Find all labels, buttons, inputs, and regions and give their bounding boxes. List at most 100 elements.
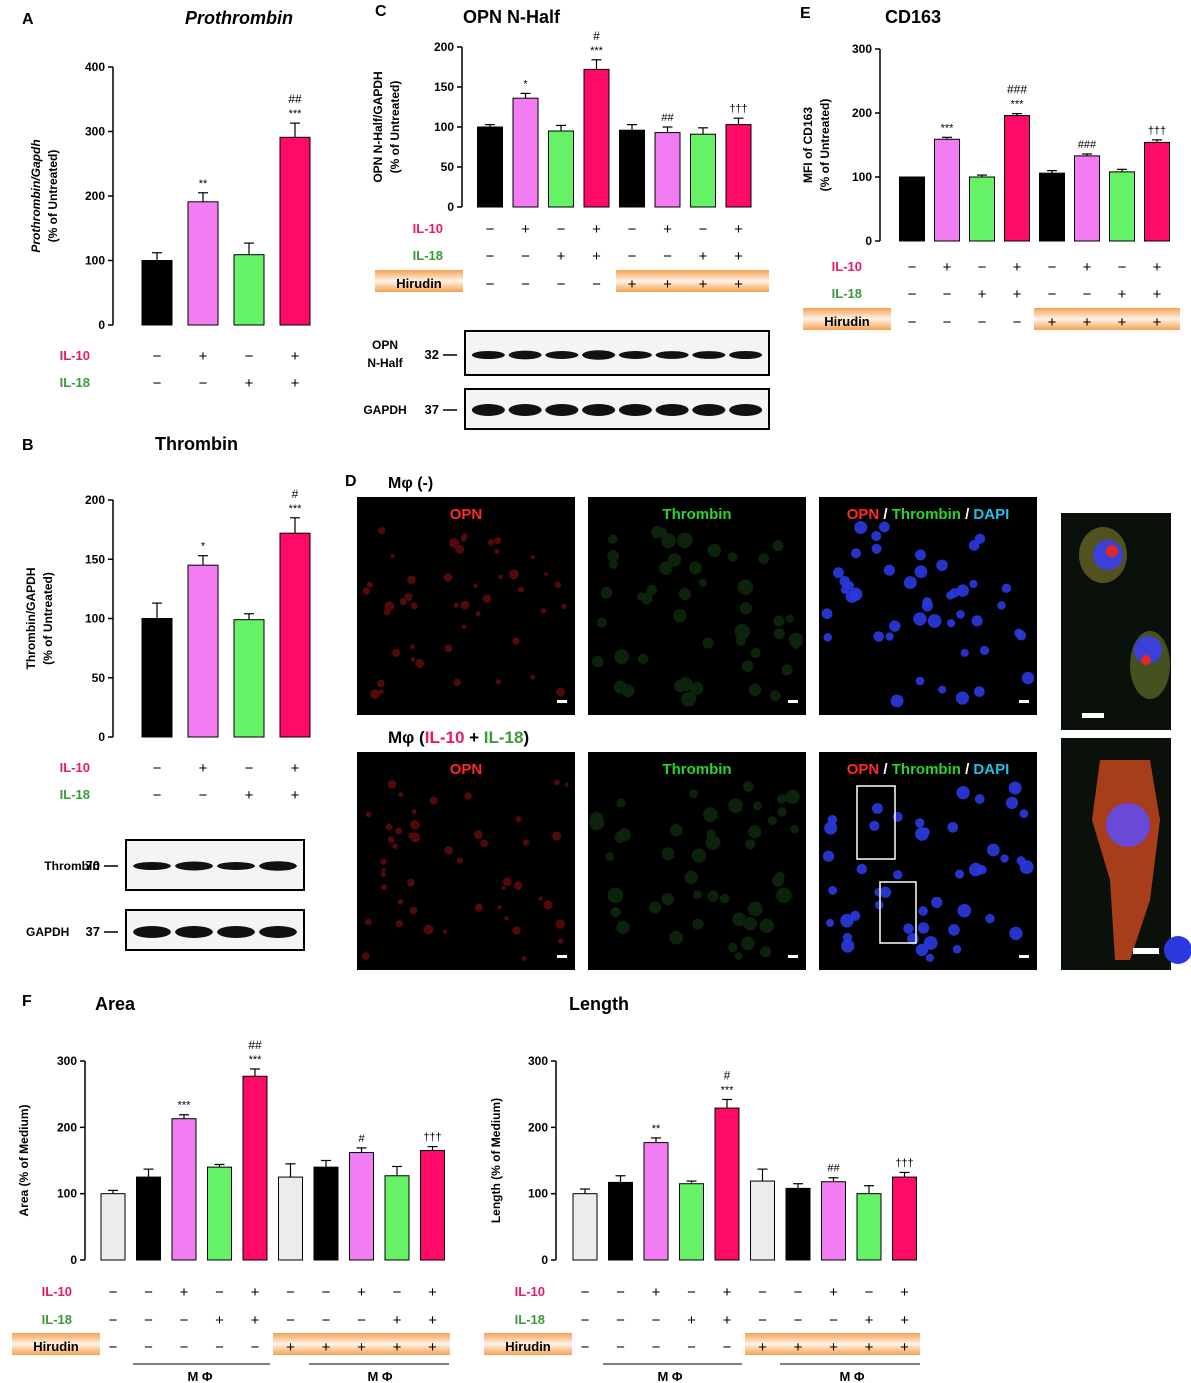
bar (899, 176, 925, 242)
hirudin-band (1034, 308, 1180, 330)
y-axis-label-units: (% of Untreated) (818, 99, 832, 192)
significance-mark: # (724, 1068, 731, 1082)
thrombin-cell (705, 835, 721, 850)
significance-mark: # (292, 487, 299, 501)
opn-cell (453, 678, 461, 687)
thrombin-cell (608, 559, 618, 570)
blot-label: OPN (372, 338, 398, 352)
chart-title: Prothrombin (185, 8, 293, 28)
bar (1144, 141, 1170, 242)
channel-label: Thrombin (662, 761, 731, 778)
treatment-sign: − (581, 1339, 590, 1356)
opn-cell (377, 527, 386, 535)
dapi-nucleus (918, 906, 928, 916)
thrombin-cell (739, 601, 753, 615)
opn-cell (475, 611, 481, 617)
bar (349, 1152, 374, 1261)
y-tick-label: 100 (85, 612, 105, 626)
bar (233, 254, 265, 326)
opn-cell (482, 594, 492, 603)
row-title-part: Mφ ( (388, 728, 425, 747)
thrombin-cell (753, 801, 763, 811)
thrombin-cell (767, 815, 778, 826)
thrombin-cell (648, 901, 662, 914)
treatment-sign: + (357, 1339, 366, 1356)
treatment-sign: + (865, 1339, 874, 1356)
treatment-sign: + (978, 286, 987, 303)
dapi-nucleus (1005, 796, 1019, 810)
treatment-sign: − (581, 1284, 590, 1301)
treatment-sign: − (557, 276, 566, 293)
bar (477, 126, 503, 208)
row-title: Mφ (-) (388, 475, 433, 492)
treatment-sign: + (734, 248, 743, 265)
treatment-sign: + (829, 1339, 838, 1356)
treatment-sign: − (322, 1284, 331, 1301)
scale-bar (788, 955, 798, 958)
dapi-nucleus (915, 676, 925, 686)
opn-cell (395, 919, 404, 928)
dapi-nucleus (872, 803, 883, 814)
thrombin-cell (769, 690, 781, 702)
dapi-nucleus (878, 521, 890, 533)
treatment-sign: − (1083, 286, 1092, 303)
thrombin-cell (617, 828, 631, 842)
thrombin-cell (743, 781, 754, 792)
opn-cell (415, 658, 425, 669)
thrombin-cell (741, 660, 754, 673)
dapi-nucleus (850, 910, 861, 921)
opn-cell (530, 674, 536, 680)
treatment-sign: + (557, 248, 566, 265)
thrombin-cell (689, 789, 699, 799)
treatment-sign: + (521, 221, 530, 238)
thrombin-cell (692, 918, 704, 930)
channel-label: OPN / Thrombin / DAPI (847, 761, 1010, 778)
y-tick-label: 100 (57, 1187, 77, 1201)
treatment-sign: − (245, 348, 254, 365)
treatment-sign: + (723, 1312, 732, 1329)
panel-letter: E (800, 5, 811, 22)
dapi-nucleus (885, 632, 894, 641)
thrombin-cell (607, 550, 620, 562)
blot-band (545, 351, 579, 359)
bar (141, 260, 173, 326)
opn-cell (473, 830, 483, 840)
thrombin-cell (727, 552, 738, 562)
treatment-sign: − (616, 1339, 625, 1356)
blot-label: GAPDH (26, 925, 69, 939)
opn-cell (365, 918, 372, 926)
dapi-nucleus (892, 811, 903, 822)
treatment-sign: − (322, 1312, 331, 1329)
kda-label: 32 (425, 347, 439, 362)
treatment-sign: − (794, 1284, 803, 1301)
bar (856, 1193, 882, 1261)
opn-cell (407, 575, 416, 585)
opn-cell (456, 857, 463, 864)
y-tick-label: 0 (541, 1253, 548, 1267)
thrombin-cell (677, 532, 693, 549)
significance-mark: * (201, 541, 206, 553)
thrombin-cell (719, 893, 730, 904)
y-tick-label: 0 (447, 200, 454, 214)
thrombin-cell (605, 852, 615, 862)
y-tick-label: 200 (528, 1120, 548, 1134)
dapi-nucleus (931, 896, 943, 909)
dapi-nucleus (828, 886, 838, 895)
opn-cell (383, 608, 391, 616)
y-axis-label-units: (% of Untreated) (41, 572, 55, 665)
treatment-sign: − (109, 1284, 118, 1301)
blot-band (259, 926, 297, 938)
significance-mark: # (593, 29, 600, 43)
treatment-sign: − (794, 1312, 803, 1329)
micrograph-frame (819, 752, 1037, 970)
opn-cell (495, 679, 502, 685)
row-title-part: ) (523, 728, 529, 747)
y-tick-label: 400 (85, 60, 105, 74)
dapi-nucleus (1009, 926, 1023, 941)
treatment-label-il18: IL-18 (515, 1312, 545, 1327)
thrombin-cell (727, 942, 738, 953)
chart-panel-A: A Prothrombin 0 100 200 300 400 Prothrombin/Gap… (22, 8, 311, 392)
thrombin-cell (607, 887, 624, 904)
opn-cell (556, 687, 566, 697)
treatment-sign: − (144, 1312, 153, 1329)
